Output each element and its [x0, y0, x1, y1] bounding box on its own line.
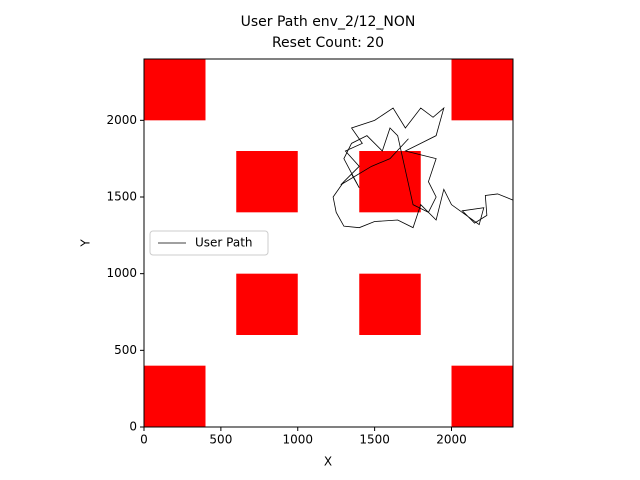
x-tick-label: 1500 [359, 433, 390, 447]
obstacle [144, 59, 206, 121]
y-tick-label: 1000 [106, 266, 137, 280]
legend-label: User Path [195, 236, 253, 250]
obstacle [359, 273, 421, 335]
chart-title: User Path env_2/12_NON [241, 14, 416, 30]
y-axis-label: Y [79, 239, 93, 248]
obstacle [236, 151, 298, 213]
x-axis-label: X [324, 455, 332, 469]
obstacle [236, 273, 298, 335]
x-tick-label: 1000 [282, 433, 313, 447]
x-tick-label: 500 [209, 433, 232, 447]
y-tick-label: 2000 [106, 113, 137, 127]
x-tick-label: 0 [140, 433, 148, 447]
obstacle [359, 151, 421, 213]
obstacle [144, 365, 206, 427]
y-tick-label: 1500 [106, 190, 137, 204]
obstacle [451, 59, 513, 121]
x-tick-label: 2000 [436, 433, 467, 447]
chart-subtitle: Reset Count: 20 [272, 35, 384, 51]
legend-box [149, 230, 269, 256]
plot-frame [143, 58, 514, 428]
y-tick-label: 500 [114, 343, 137, 357]
user-path [332, 106, 514, 229]
obstacle [451, 365, 513, 427]
y-tick-label: 0 [129, 420, 137, 434]
